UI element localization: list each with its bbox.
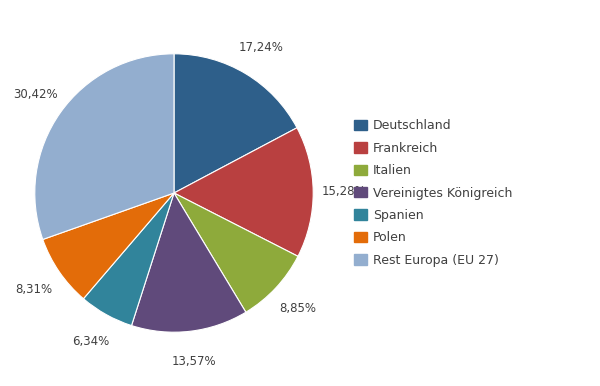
Wedge shape xyxy=(35,54,174,239)
Wedge shape xyxy=(83,193,174,325)
Text: 30,42%: 30,42% xyxy=(13,88,58,102)
Text: 15,28%: 15,28% xyxy=(322,185,366,198)
Text: 13,57%: 13,57% xyxy=(172,355,216,368)
Legend: Deutschland, Frankreich, Italien, Vereinigtes Königreich, Spanien, Polen, Rest E: Deutschland, Frankreich, Italien, Verein… xyxy=(354,119,512,267)
Text: 17,24%: 17,24% xyxy=(239,41,284,54)
Wedge shape xyxy=(174,193,298,312)
Text: 6,34%: 6,34% xyxy=(73,335,110,348)
Wedge shape xyxy=(174,128,313,256)
Wedge shape xyxy=(131,193,246,332)
Text: 8,31%: 8,31% xyxy=(16,283,53,296)
Text: 8,85%: 8,85% xyxy=(280,302,317,315)
Wedge shape xyxy=(43,193,174,299)
Wedge shape xyxy=(174,54,297,193)
